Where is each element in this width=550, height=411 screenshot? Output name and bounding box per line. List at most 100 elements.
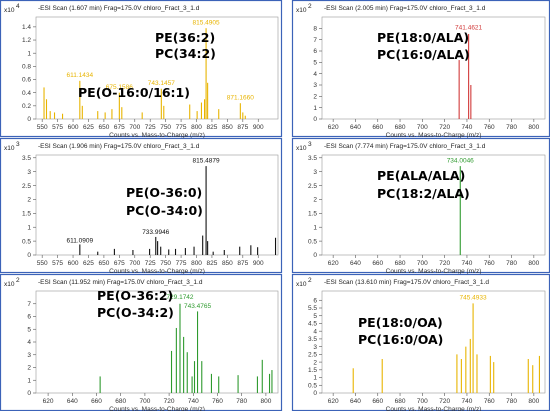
y-tick-label: 1.5: [308, 367, 317, 374]
lipid-annotation: PC(16:0/OA): [358, 332, 444, 347]
lipid-annotation: PC(18:2/ALA): [377, 186, 470, 201]
x-tick-label: 780: [236, 398, 247, 405]
x-tick-label: 740: [188, 398, 199, 405]
x-tick-label: 875: [237, 260, 248, 267]
x-tick-label: 620: [328, 260, 339, 267]
x-tick-label: 740: [462, 260, 473, 267]
lipid-annotation: PC(34:2): [155, 46, 216, 61]
peak-mz-label: 741.4621: [455, 25, 482, 32]
x-axis-label: Counts vs. Mass-to-Charge (m/z): [386, 268, 482, 275]
y-tick-label: 4.5: [308, 321, 317, 328]
y-tick-label: 0.6: [22, 77, 31, 84]
y-tick-label: 4: [27, 339, 31, 346]
y-tick-label: 3.5: [308, 155, 317, 162]
peak-mz-label: 611.1434: [67, 72, 94, 79]
y-tick-label: 6: [313, 48, 317, 55]
y-tick-label: 6: [313, 297, 317, 304]
spectrum-panel-1: x10 4 -ESI Scan (1.607 min) Frag=175.0V ch…: [0, 0, 283, 139]
x-tick-label: 650: [98, 260, 109, 267]
peak-mz-label: 734.0046: [447, 157, 474, 164]
scan-title: -ESI Scan (13.610 min) Frag=175.0V chlor…: [324, 279, 489, 286]
peak-mz-label: 729.1742: [166, 294, 193, 301]
y-tick-label: 0: [313, 252, 317, 259]
y-tick-label: 1: [27, 50, 31, 57]
x-tick-label: 650: [98, 124, 109, 131]
y-tick-label: 4: [313, 71, 317, 78]
x-tick-label: 775: [176, 124, 187, 131]
scan-title: -ESI Scan (1.906 min) Frag=175.0V chloro…: [38, 143, 200, 150]
x-tick-label: 680: [395, 260, 406, 267]
x-tick-label: 760: [484, 124, 495, 131]
spectrum-panel-2: x10 2 -ESI Scan (2.005 min) Frag=175.0V ch…: [291, 0, 550, 139]
peak-mz-label: 815.4879: [193, 157, 220, 164]
lipid-annotation: PC(O-34:0): [126, 203, 203, 218]
x-tick-label: 640: [350, 398, 361, 405]
panel-frame: [0, 137, 283, 274]
x-tick-label: 800: [528, 124, 539, 131]
panel-frame: [291, 0, 550, 138]
scan-title: -ESI Scan (2.005 min) Frag=175.0V chloro…: [324, 5, 486, 12]
y-tick-label: 1: [313, 224, 317, 231]
y-tick-label: 0: [27, 252, 31, 259]
x-tick-label: 720: [439, 398, 450, 405]
x-tick-label: 800: [191, 260, 202, 267]
panel-frame: [0, 273, 283, 411]
x-tick-label: 700: [139, 398, 150, 405]
x-tick-label: 700: [417, 124, 428, 131]
x-tick-label: 550: [37, 124, 48, 131]
y-tick-label: 3.5: [22, 155, 31, 162]
x-tick-label: 780: [506, 398, 517, 405]
x-tick-label: 720: [439, 260, 450, 267]
y-tick-label: 2.5: [308, 352, 317, 359]
x-tick-label: 700: [417, 398, 428, 405]
y-tick-label: 2: [27, 365, 31, 372]
x-tick-label: 720: [439, 124, 450, 131]
y-tick-label: 8: [313, 26, 317, 33]
y-tick-label: 1.4: [22, 24, 31, 31]
y-tick-label: 7: [27, 301, 31, 308]
x-tick-label: 660: [91, 398, 102, 405]
x-tick-label: 550: [37, 260, 48, 267]
x-tick-label: 775: [176, 260, 187, 267]
x-axis-label: Counts vs. Mass-to-Charge (m/z): [109, 132, 205, 139]
x-tick-label: 620: [328, 398, 339, 405]
y-tick-label: 0: [27, 390, 31, 397]
x-tick-label: 680: [115, 398, 126, 405]
y-tick-label: 0.2: [22, 103, 31, 110]
y-exponent: 3: [308, 141, 312, 148]
y-multiplier: x10: [296, 145, 307, 152]
scan-title: -ESI Scan (1.607 min) Frag=175.0V chloro…: [38, 5, 200, 12]
spectrum-panel-4: x10 3 -ESI Scan (7.774 min) Frag=175.0V ch…: [291, 137, 550, 275]
y-tick-label: 5: [27, 326, 31, 333]
x-axis-label: Counts vs. Mass-to-Charge (m/z): [386, 406, 482, 411]
x-tick-label: 850: [222, 260, 233, 267]
y-tick-label: 0.5: [308, 238, 317, 245]
x-tick-label: 575: [52, 260, 63, 267]
spectrum-panel-5: x10 2 -ESI Scan (11.952 min) Frag=175.0V c…: [0, 273, 283, 411]
y-tick-label: 2: [313, 197, 317, 204]
y-tick-label: 5: [313, 60, 317, 67]
x-tick-label: 780: [506, 260, 517, 267]
lipid-annotation: PE(O-36:2): [97, 288, 174, 303]
y-tick-label: 2: [313, 359, 317, 366]
y-tick-label: 0.4: [22, 90, 31, 97]
x-tick-label: 740: [462, 124, 473, 131]
y-tick-label: 6: [27, 314, 31, 321]
y-exponent: 2: [308, 277, 312, 284]
y-tick-label: 1.5: [308, 211, 317, 218]
y-tick-label: 3.5: [308, 336, 317, 343]
y-multiplier: x10: [296, 281, 307, 288]
scan-title: -ESI Scan (7.774 min) Frag=175.0V chloro…: [324, 143, 486, 150]
x-tick-label: 675: [114, 260, 125, 267]
x-tick-label: 680: [395, 124, 406, 131]
y-tick-label: 2.5: [22, 183, 31, 190]
y-exponent: 4: [16, 3, 20, 10]
x-tick-label: 760: [484, 398, 495, 405]
x-tick-label: 700: [417, 260, 428, 267]
y-exponent: 3: [16, 141, 20, 148]
x-tick-label: 640: [67, 398, 78, 405]
y-tick-label: 0: [313, 390, 317, 397]
